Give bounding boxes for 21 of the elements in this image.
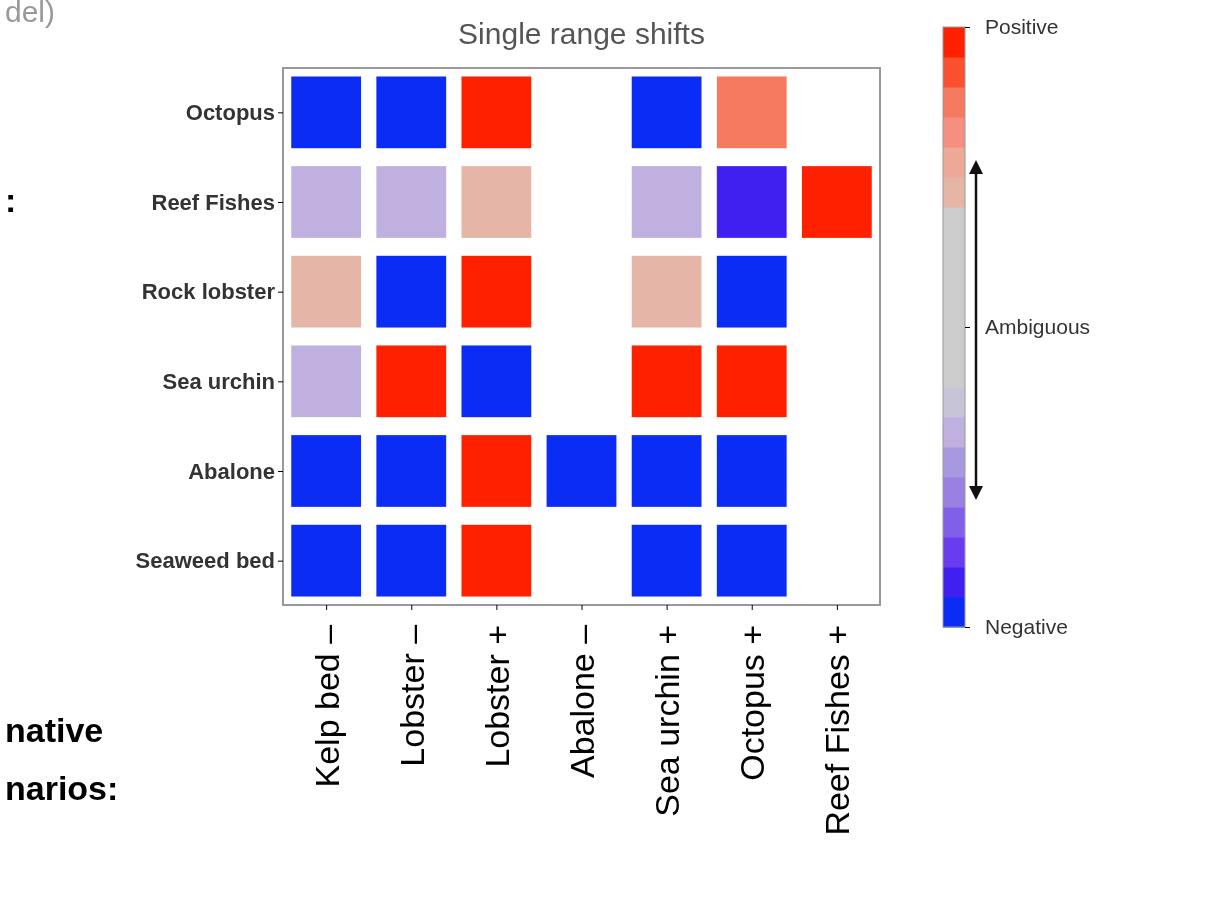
x-tick-label: Abalone – <box>562 624 601 779</box>
x-tick-label: Lobster – <box>392 624 431 767</box>
y-tick-label: Rock lobster <box>141 279 276 305</box>
color-bar-label: Positive <box>985 15 1059 39</box>
x-tick-label: Octopus + <box>733 624 772 781</box>
text: native <box>5 711 104 749</box>
x-tick-label: Kelp bed – <box>307 624 346 788</box>
text: del) <box>5 0 56 28</box>
text: narios: <box>5 769 119 807</box>
y-tick-label: Octopus <box>185 99 275 125</box>
y-tick-label: Sea urchin <box>162 368 275 394</box>
y-tick-label: Reef Fishes <box>151 189 275 215</box>
color-bar-label: Negative <box>985 615 1068 639</box>
y-tick-label: Abalone <box>188 458 275 484</box>
x-tick-label: Reef Fishes + <box>818 624 857 836</box>
color-bar-label: Ambiguous <box>985 315 1091 339</box>
x-tick-label: Sea urchin + <box>648 624 687 817</box>
y-tick-label: Seaweed bed <box>135 548 275 574</box>
text: : <box>5 181 17 219</box>
x-tick-label: Lobster + <box>477 624 516 768</box>
chart-title: Single range shifts <box>458 17 705 50</box>
